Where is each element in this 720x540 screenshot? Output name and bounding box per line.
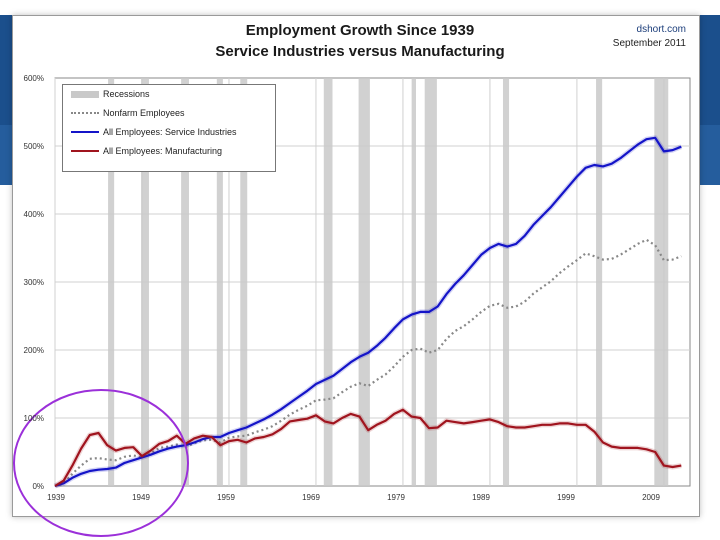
y-tick-label: 500% [23,142,44,151]
x-tick-label: 1989 [472,493,490,502]
y-tick-label: 600% [23,74,44,83]
x-tick-label: 1939 [47,493,65,502]
series-line-nonfarm-employees [54,238,682,488]
x-tick-label: 2009 [642,493,660,502]
chart-subtitle: Service Industries versus Manufacturing [215,43,505,60]
legend-swatch-manufacturing [71,150,99,152]
legend-item-service: All Employees: Service Industries [71,125,237,139]
legend-item-recessions: Recessions [71,87,150,101]
x-tick-label: 1959 [217,493,235,502]
recession-bar [358,78,370,486]
chart-legend: Recessions Nonfarm Employees All Employe… [62,84,276,172]
chart-title: Employment Growth Since 1939 [245,22,475,39]
series-line-all-employees-service-industries [54,136,682,488]
y-tick-label: 0% [32,482,44,491]
legend-swatch-nonfarm [71,112,99,114]
x-tick-label: 1979 [387,493,405,502]
legend-item-manufacturing: All Employees: Manufacturing [71,144,222,158]
recession-bar [411,78,416,486]
legend-label: Recessions [103,89,150,99]
recession-bar [181,78,189,486]
y-tick-label: 300% [23,278,44,287]
x-tick-label: 1949 [132,493,150,502]
y-tick-label: 400% [23,210,44,219]
recession-bar [654,78,669,486]
recession-bar [424,78,437,486]
chart-date: September 2011 [612,38,686,49]
legend-label: All Employees: Manufacturing [103,146,223,156]
recession-bar [141,78,149,486]
legend-swatch-service [71,131,99,133]
recession-bar [216,78,223,486]
legend-label: Nonfarm Employees [103,108,185,118]
recession-bar [502,78,510,486]
chart-source: dshort.com [636,24,686,35]
recession-bar [108,78,115,486]
x-tick-label: 1969 [302,493,320,502]
highlight-ellipse [13,389,189,537]
legend-item-nonfarm: Nonfarm Employees [71,106,185,120]
y-tick-label: 200% [23,346,44,355]
series-line-all-employees-manufacturing [54,408,682,487]
recession-bar [596,78,603,486]
recession-bar [323,78,333,486]
legend-swatch-recessions [71,90,99,98]
x-tick-label: 1999 [557,493,575,502]
y-tick-label: 100% [23,414,44,423]
legend-label: All Employees: Service Industries [103,127,237,137]
recession-bar [240,78,248,486]
